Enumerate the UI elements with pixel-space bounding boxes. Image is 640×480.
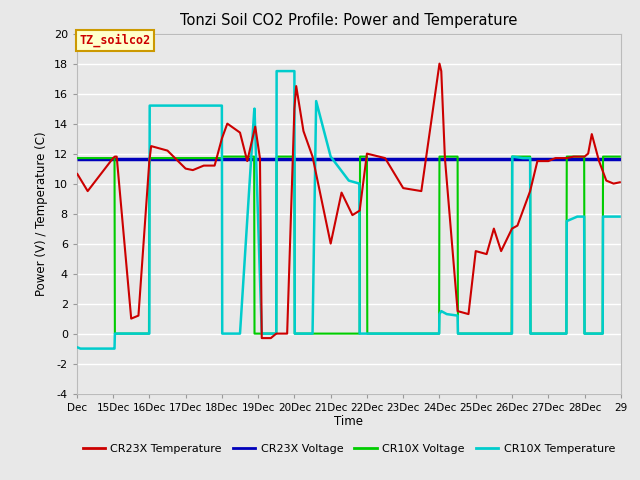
Title: Tonzi Soil CO2 Profile: Power and Temperature: Tonzi Soil CO2 Profile: Power and Temper… (180, 13, 518, 28)
X-axis label: Time: Time (334, 415, 364, 429)
Y-axis label: Power (V) / Temperature (C): Power (V) / Temperature (C) (35, 132, 48, 296)
Text: TZ_soilco2: TZ_soilco2 (80, 34, 151, 48)
Legend: CR23X Temperature, CR23X Voltage, CR10X Voltage, CR10X Temperature: CR23X Temperature, CR23X Voltage, CR10X … (78, 439, 620, 458)
